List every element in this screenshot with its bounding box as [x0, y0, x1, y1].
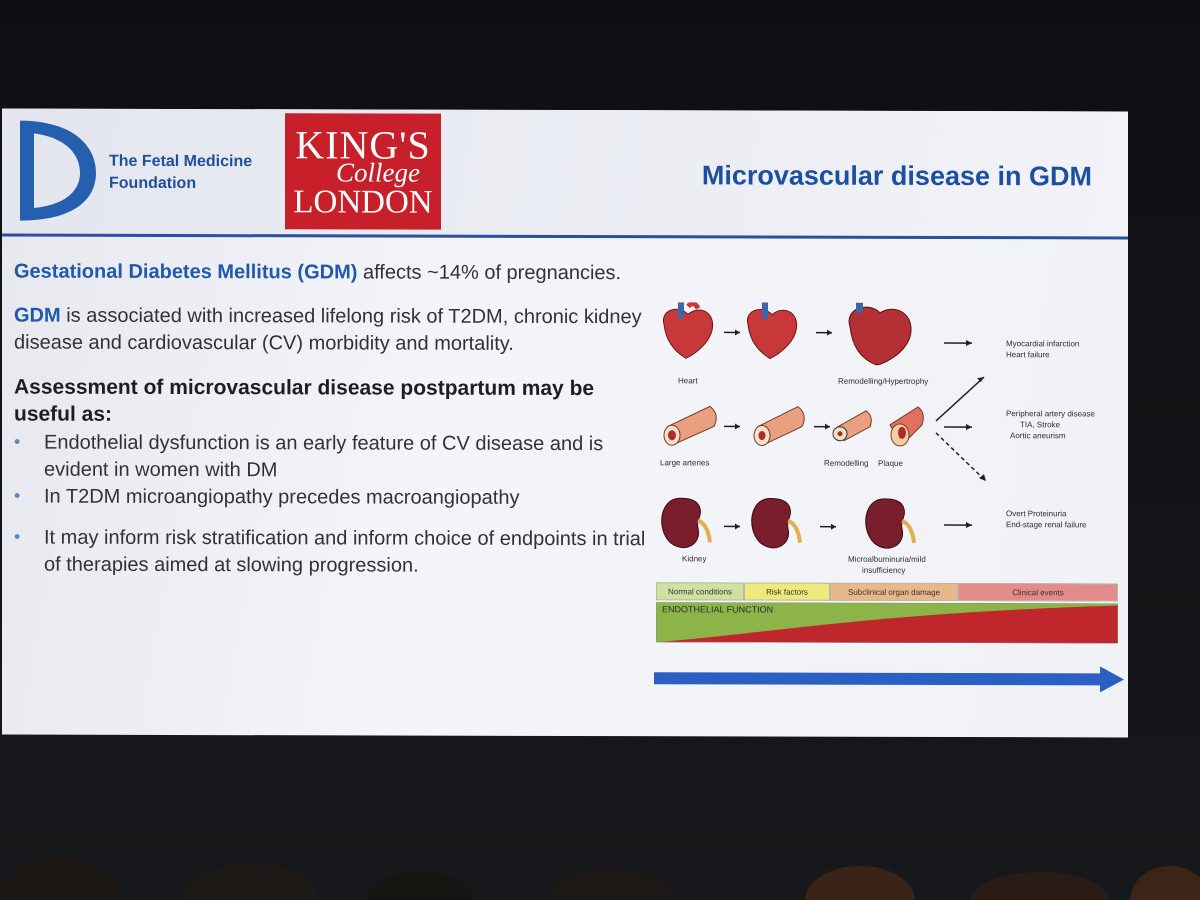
bullet-text: Endothelial dysfunction is an early feat…	[44, 431, 604, 482]
stage-clinical-events: Clinical events	[958, 583, 1118, 602]
bullet-item: • Endothelial dysfunction is an early fea…	[14, 430, 654, 486]
disease-progression-figure	[661, 302, 987, 549]
endothelial-function-label: ENDOTHELIAL FUNCTION	[662, 604, 774, 615]
artery-label: Large arteries	[660, 458, 710, 468]
bullet-dot-icon: •	[14, 431, 21, 452]
risk-paragraph: GDM is associated with increased lifelon…	[14, 303, 654, 359]
fetal-medicine-foundation-logo	[20, 120, 96, 221]
kidney-outcome-1: Overt Proteinuria	[1006, 509, 1067, 519]
bullet-item: • In T2DM microangiopathy precedes macroa…	[14, 484, 654, 513]
stage-risk-factors: Risk factors	[744, 582, 830, 601]
slide-title: Microvascular disease in GDM	[701, 160, 1092, 192]
bullet-text: It may inform risk stratification and in…	[44, 526, 646, 577]
kidney-icon	[661, 497, 712, 548]
heart-label: Heart	[678, 376, 698, 386]
progression-arrow-icon	[654, 666, 1124, 693]
artery-outcome-3: Aortic aneurism	[1010, 431, 1066, 441]
plaque-artery-icon	[889, 406, 924, 447]
assessment-heading: Assessment of microvascular disease post…	[14, 375, 595, 426]
damaged-kidney-icon	[865, 498, 916, 549]
bullet-dot-icon: •	[14, 485, 21, 506]
heart-icon	[746, 302, 798, 360]
risk-text: is associated with increased lifelong ri…	[14, 304, 642, 355]
gdm-abbrev: GDM	[14, 304, 61, 327]
heart-outcome-1: Myocardial infarction	[1006, 339, 1080, 349]
fmf-name-line2: Foundation	[109, 174, 197, 193]
heart-remodel-label: Remodelling/Hypertrophy	[838, 376, 929, 386]
assessment-bullets: • Endothelial dysfunction is an early fea…	[14, 430, 654, 581]
kidney-icon	[751, 498, 802, 549]
stage-subclinical: Subclinical organ damage	[830, 582, 958, 602]
gdm-term: Gestational Diabetes Mellitus (GDM)	[14, 260, 358, 284]
artery-remodel-label: Remodelling	[824, 458, 869, 468]
kcl-logo-line3: LONDON	[293, 184, 433, 221]
prevalence-text: affects ~14% of pregnancies.	[357, 261, 622, 285]
plaque-label: Plaque	[878, 458, 903, 468]
heart-icon	[662, 302, 714, 359]
prevalence-paragraph: Gestational Diabetes Mellitus (GDM) affe…	[14, 259, 654, 288]
audience-heads	[0, 858, 1200, 900]
endothelial-function-bar	[656, 602, 1118, 644]
presentation-slide: The Fetal Medicine Foundation KING'S Col…	[2, 108, 1128, 738]
stage-normal: Normal conditions	[656, 582, 744, 601]
kings-college-london-logo: KING'S College LONDON	[285, 113, 441, 230]
artery-outcome-1: Peripheral artery disease	[1006, 409, 1095, 419]
artery-outcome-2: TIA, Stroke	[1020, 420, 1061, 430]
kidney-mid-label-2: insufficiency	[862, 565, 906, 575]
fmf-name: The Fetal Medicine Foundation	[109, 151, 289, 195]
kidney-label: Kidney	[682, 554, 707, 564]
dashed-arrow-icon	[935, 432, 987, 482]
kidney-mid-label-1: Microalbuminuria/mild	[848, 554, 926, 564]
heart-outcome-2: Heart failure	[1006, 350, 1050, 360]
hypertrophic-heart-icon	[848, 302, 912, 366]
artery-icon	[753, 406, 805, 447]
artery-icon	[663, 405, 717, 446]
remodelled-artery-icon	[832, 410, 872, 442]
bullet-text: In T2DM microangiopathy precedes macroan…	[44, 485, 520, 509]
bullet-item: • It may inform risk stratification and i…	[14, 525, 654, 581]
kidney-outcome-2: End-stage renal failure	[1006, 520, 1087, 530]
arrow-icon	[935, 376, 985, 422]
fmf-name-line1: The Fetal Medicine	[109, 152, 253, 171]
bullet-dot-icon: •	[14, 526, 21, 547]
slide-body: Gestational Diabetes Mellitus (GDM) affe…	[14, 259, 654, 581]
